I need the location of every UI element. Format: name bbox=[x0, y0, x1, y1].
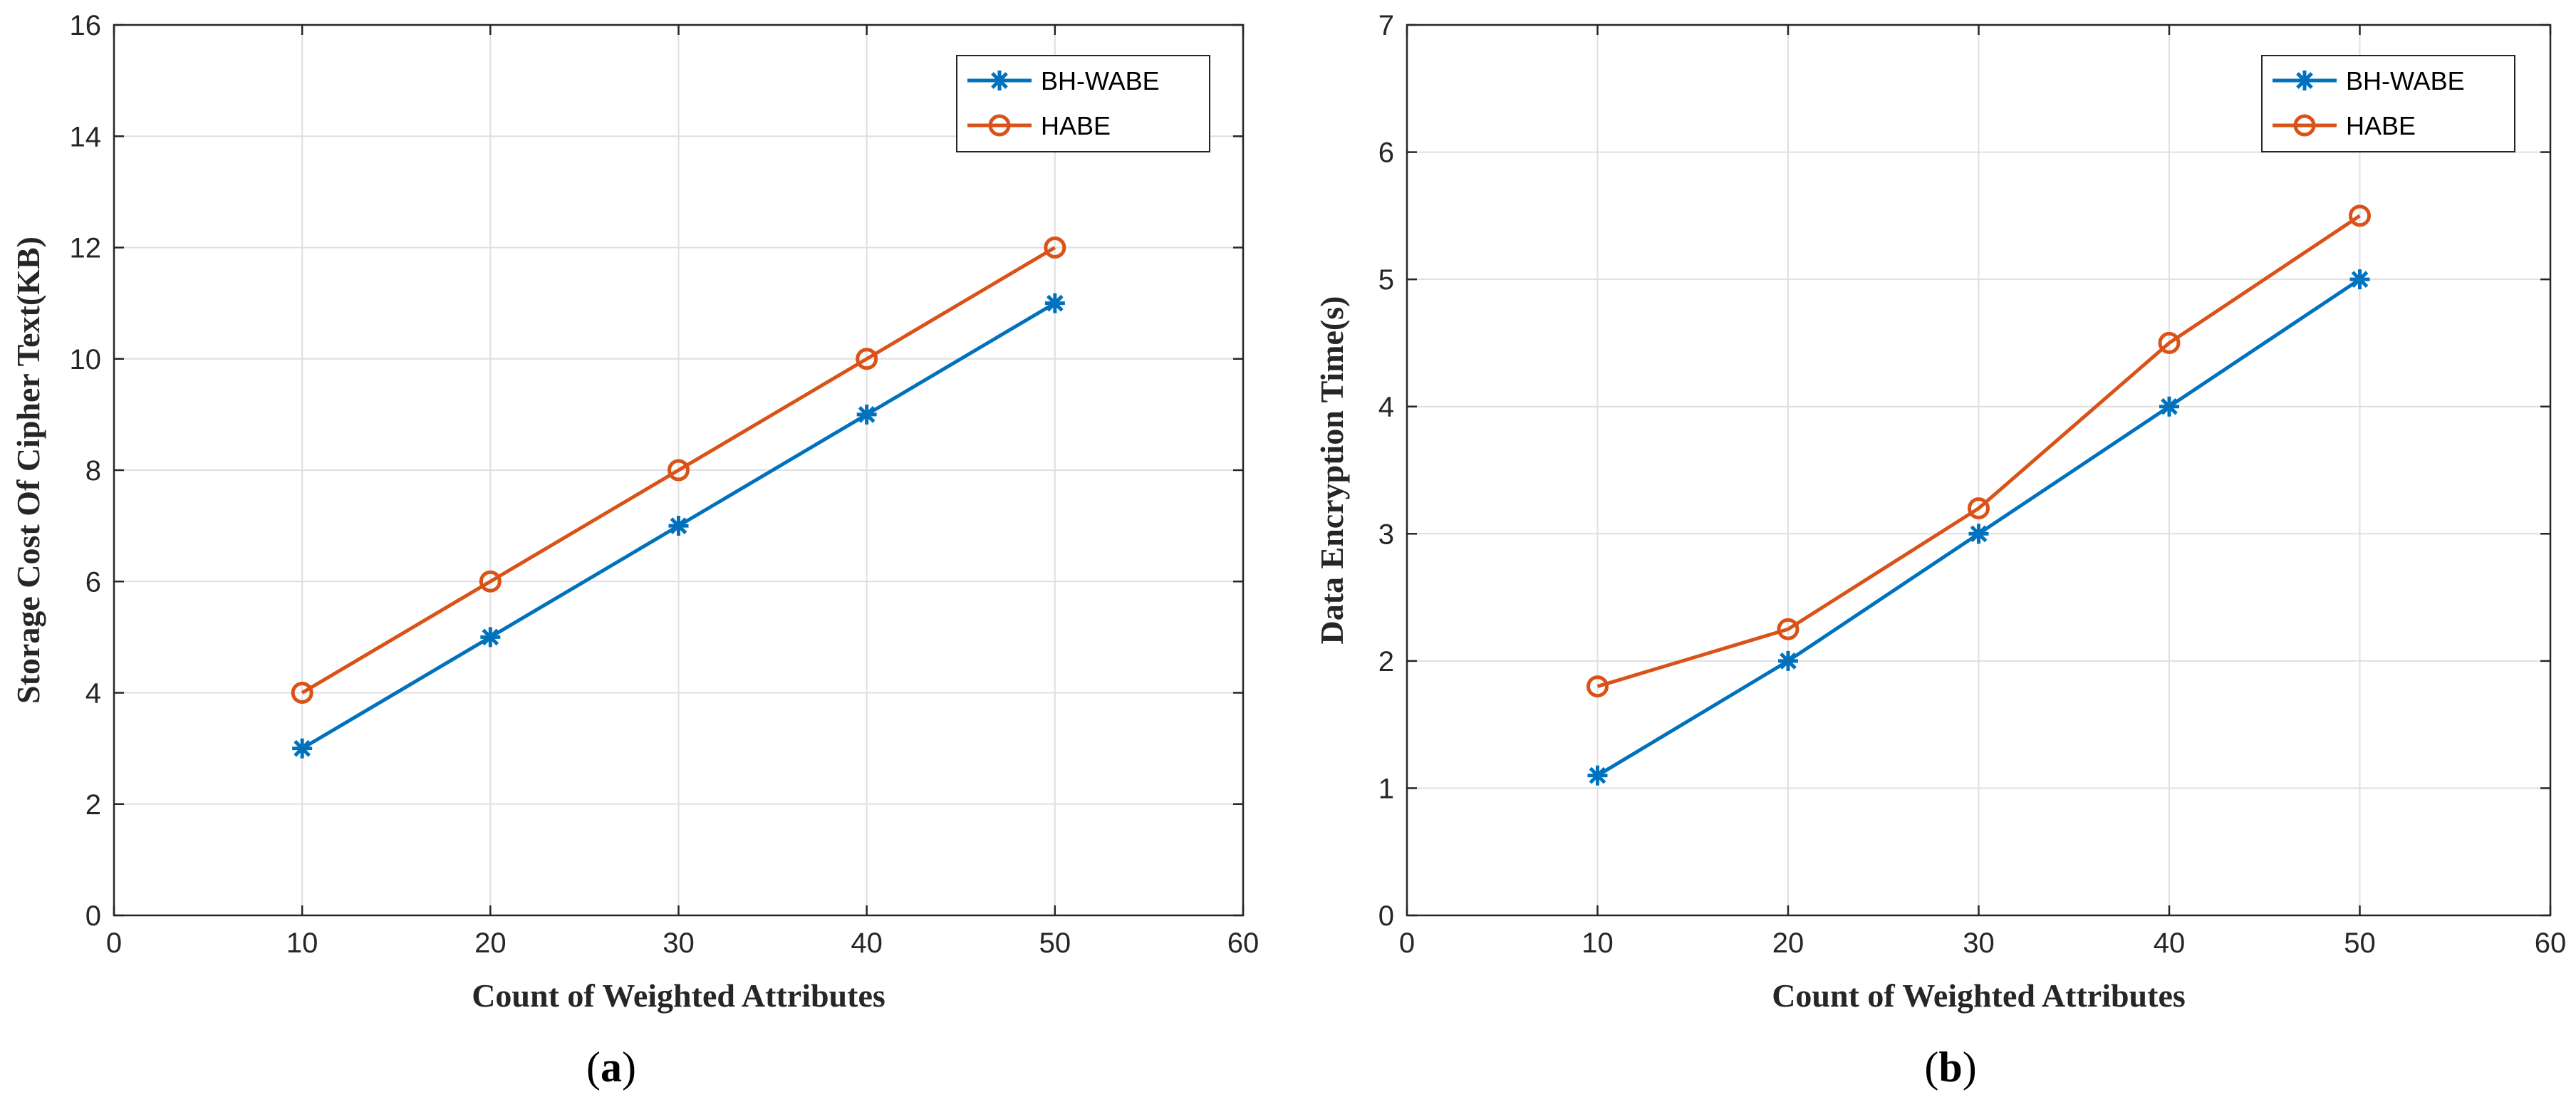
panel-a-x-tick-label-1: 10 bbox=[286, 927, 318, 959]
panel-a-series-bh-wabe-point-0 bbox=[292, 738, 313, 759]
panel-a-x-tick-label-5: 50 bbox=[1039, 927, 1071, 959]
panel-a-y-tick-label-2: 4 bbox=[85, 678, 101, 710]
panel-a-series-habe-point-1-circle bbox=[479, 570, 502, 593]
panel-a-x-tick-label-6: 60 bbox=[1227, 927, 1260, 959]
panel-b-x-tick-label-6: 60 bbox=[2535, 927, 2567, 959]
panel-b-series-habe-point-2-circle bbox=[1968, 497, 1990, 520]
panel-b-x-tick-label-1: 10 bbox=[1582, 927, 1614, 959]
panel-b-series-bh-wabe-point-2 bbox=[1968, 524, 1989, 544]
panel-b-series-habe-point-3 bbox=[2158, 331, 2181, 354]
panel-b-legend-habe-marker-circle bbox=[2293, 114, 2316, 137]
panel-b-legend-habe-label: HABE bbox=[2346, 111, 2416, 140]
panel-b-x-tick-label-4: 40 bbox=[2154, 927, 2186, 959]
panel-b-legend-bh-wabe-marker-stroke-d2 bbox=[2296, 72, 2313, 89]
panel-b-y-tick-label-2: 2 bbox=[1378, 646, 1394, 677]
panel-b-series-habe-point-3-circle bbox=[2158, 331, 2181, 354]
panel-b-series-habe-point-0-circle bbox=[1586, 675, 1609, 698]
panel-a-series-bh-wabe-point-0-stroke-d2 bbox=[294, 739, 311, 757]
panel-b-legend-bh-wabe-label: BH-WABE bbox=[2346, 66, 2465, 95]
panel-a-series-habe-line bbox=[301, 246, 1056, 695]
panel-b-series-habe-point-0 bbox=[1586, 675, 1609, 698]
panel-a-series-habe-point-4-circle bbox=[1044, 237, 1066, 259]
panel-b-x-tick-label-2: 20 bbox=[1772, 927, 1804, 959]
panel-b-y-tick-label-7: 7 bbox=[1378, 10, 1394, 41]
panel-b-y-tick-label-1: 1 bbox=[1378, 773, 1394, 804]
panel-a-x-tick-label-4: 40 bbox=[851, 927, 883, 959]
panel-b-x-tick-label-3: 30 bbox=[1963, 927, 1995, 959]
panel-b-series-bh-wabe-point-3-stroke-d2 bbox=[2161, 397, 2178, 415]
panel-b-y-tick-label-4: 4 bbox=[1378, 392, 1394, 423]
panel-b-series-habe-line bbox=[1596, 214, 2361, 688]
panel-a: 0 10 20 30 40 50 60 0 2 4 6 8 10 12 14 16 Count of Weigh… bbox=[10, 10, 1259, 1091]
panel-a-legend-habe-marker bbox=[988, 114, 1011, 137]
panel-a-series-bh-wabe-point-3-stroke-d2 bbox=[858, 406, 876, 423]
panel-a-legend-habe-marker-circle bbox=[988, 114, 1011, 137]
panel-a-y-tick-label-5: 10 bbox=[70, 344, 102, 375]
panel-a-legend-bh-wabe-marker bbox=[990, 71, 1009, 90]
panel-a-series-habe-point-2-circle bbox=[668, 459, 690, 482]
panel-a-series-habe-point-3-circle bbox=[856, 348, 878, 370]
panel-a-series-habe-point-2 bbox=[668, 459, 690, 482]
panel-a-caption: (a) bbox=[586, 1044, 636, 1091]
panel-b-series-habe-point-2 bbox=[1968, 497, 1990, 520]
panel-b-series-habe-point-4-circle bbox=[2349, 204, 2371, 227]
panel-a-y-tick-label-4: 8 bbox=[85, 455, 101, 487]
panel-a-x-tick-label-0: 0 bbox=[106, 927, 122, 959]
panel-b-series-bh-wabe-point-0 bbox=[1587, 765, 1608, 786]
panel-b-caption: (b) bbox=[1924, 1044, 1976, 1091]
panel-a-legend-bh-wabe-marker-stroke-d2 bbox=[991, 72, 1008, 89]
panel-a-x-axis-label: Count of Weighted Attributes bbox=[472, 977, 886, 1014]
panel-b-series-bh-wabe-point-4-stroke-d2 bbox=[2351, 271, 2369, 288]
panel-b-series-bh-wabe-point-3 bbox=[2159, 396, 2179, 417]
panel-a-series-bh-wabe-point-1 bbox=[480, 627, 501, 648]
panel-b-series-bh-wabe-point-1 bbox=[1778, 650, 1798, 671]
panel-a-y-axis-label: Storage Cost Of Cipher Text(KB) bbox=[10, 237, 46, 704]
panel-a-series-habe-point-3 bbox=[856, 348, 878, 370]
panel-b-x-tick-label-0: 0 bbox=[1399, 927, 1415, 959]
panel-a-y-tick-label-7: 14 bbox=[70, 121, 102, 152]
panel-a-series-habe-point-4 bbox=[1044, 237, 1066, 259]
panel-b-y-tick-label-3: 3 bbox=[1378, 519, 1394, 550]
panel-a-series-bh-wabe-point-1-stroke-d2 bbox=[482, 628, 499, 646]
panel-a-y-tick-label-6: 12 bbox=[70, 233, 102, 264]
panel-b-series-bh-wabe-point-0-stroke-d2 bbox=[1589, 767, 1606, 784]
panel-b-series-bh-wabe-point-1-stroke-d2 bbox=[1780, 653, 1797, 670]
panel-a-series-bh-wabe-point-2-stroke-d2 bbox=[670, 517, 687, 534]
panel-b-series-bh-wabe-point-2-stroke-d2 bbox=[1970, 525, 1988, 543]
panel-b-y-axis-label: Data Encryption Time(s) bbox=[1314, 296, 1350, 645]
panel-a-legend-bh-wabe-label: BH-WABE bbox=[1041, 66, 1160, 95]
panel-b-legend-bh-wabe-marker bbox=[2295, 71, 2315, 90]
panel-a-series-bh-wabe-point-4-stroke-d2 bbox=[1046, 294, 1064, 312]
panel-a-y-tick-label-0: 0 bbox=[85, 900, 101, 932]
panel-b-series-habe-point-1-circle bbox=[1777, 618, 1799, 640]
panel-a-series-bh-wabe-point-2 bbox=[668, 516, 689, 536]
panel-a-legend: BH-WABE HABE bbox=[956, 55, 1210, 152]
panel-a-y-tick-label-8: 16 bbox=[70, 10, 102, 41]
panel-b-legend-habe-marker bbox=[2293, 114, 2316, 137]
panel-b-x-axis-label: Count of Weighted Attributes bbox=[1772, 977, 2186, 1014]
panel-b-y-tick-label-5: 5 bbox=[1378, 264, 1394, 296]
panel-a-y-tick-label-3: 6 bbox=[85, 566, 101, 598]
panel-a-x-tick-label-3: 30 bbox=[663, 927, 695, 959]
panel-b-legend: BH-WABE HABE bbox=[2261, 55, 2515, 152]
panel-a-series-habe-point-1 bbox=[479, 570, 502, 593]
panel-b-x-tick-label-5: 50 bbox=[2344, 927, 2376, 959]
panel-b-series-bh-wabe-point-4 bbox=[2349, 269, 2370, 290]
panel-b-series-habe-point-1 bbox=[1777, 618, 1799, 640]
panel-a-series-habe-point-0 bbox=[291, 682, 313, 704]
panel-b: 0 10 20 30 40 50 60 0 1 2 3 4 5 6 7 Count of Weighted A… bbox=[1314, 10, 2566, 1091]
panel-a-y-tick-label-1: 2 bbox=[85, 789, 101, 821]
panel-a-x-tick-label-2: 20 bbox=[474, 927, 507, 959]
panel-a-series-habe-point-0-circle bbox=[291, 682, 313, 704]
panel-a-legend-habe-label: HABE bbox=[1041, 111, 1111, 140]
panel-b-y-tick-label-0: 0 bbox=[1378, 900, 1394, 932]
panel-a-series-bh-wabe-point-3 bbox=[856, 404, 877, 425]
panel-b-series-habe-point-4 bbox=[2349, 204, 2371, 227]
panel-b-y-tick-label-6: 6 bbox=[1378, 137, 1394, 169]
panel-a-series-bh-wabe-point-4 bbox=[1044, 293, 1065, 313]
